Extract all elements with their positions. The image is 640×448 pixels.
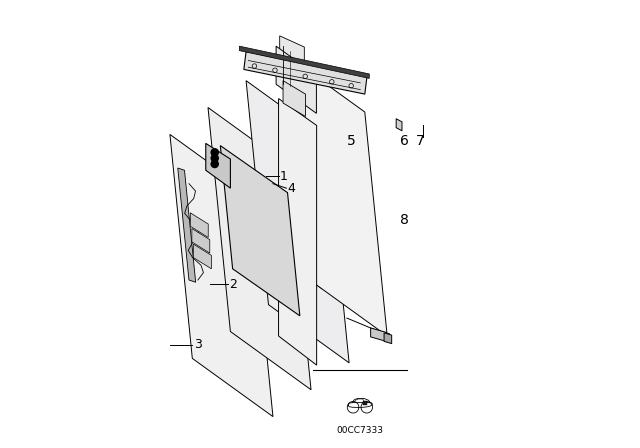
Polygon shape xyxy=(208,108,311,390)
Polygon shape xyxy=(371,328,387,341)
Text: 7: 7 xyxy=(417,134,425,148)
Polygon shape xyxy=(384,333,392,344)
Polygon shape xyxy=(206,143,230,188)
Text: 1: 1 xyxy=(280,169,287,183)
Polygon shape xyxy=(283,81,305,116)
Bar xyxy=(363,401,367,405)
Polygon shape xyxy=(170,134,273,417)
Polygon shape xyxy=(244,52,367,94)
Text: 2: 2 xyxy=(230,278,237,291)
Circle shape xyxy=(211,155,218,162)
Polygon shape xyxy=(178,168,196,282)
Polygon shape xyxy=(192,228,210,253)
Polygon shape xyxy=(396,119,402,131)
Text: 4: 4 xyxy=(287,181,295,195)
Text: 8: 8 xyxy=(400,212,408,227)
Polygon shape xyxy=(278,99,317,365)
Polygon shape xyxy=(246,81,349,363)
Polygon shape xyxy=(239,46,369,78)
Polygon shape xyxy=(220,146,300,316)
Text: 00CC7333: 00CC7333 xyxy=(337,426,384,435)
Polygon shape xyxy=(190,213,208,237)
Text: 6: 6 xyxy=(400,134,408,148)
Polygon shape xyxy=(276,46,316,113)
Polygon shape xyxy=(280,36,305,72)
Text: 5: 5 xyxy=(347,134,356,148)
Polygon shape xyxy=(284,54,387,336)
Polygon shape xyxy=(307,269,323,289)
Circle shape xyxy=(211,160,218,168)
Circle shape xyxy=(211,149,218,156)
Polygon shape xyxy=(193,244,211,269)
Text: 3: 3 xyxy=(194,338,202,352)
